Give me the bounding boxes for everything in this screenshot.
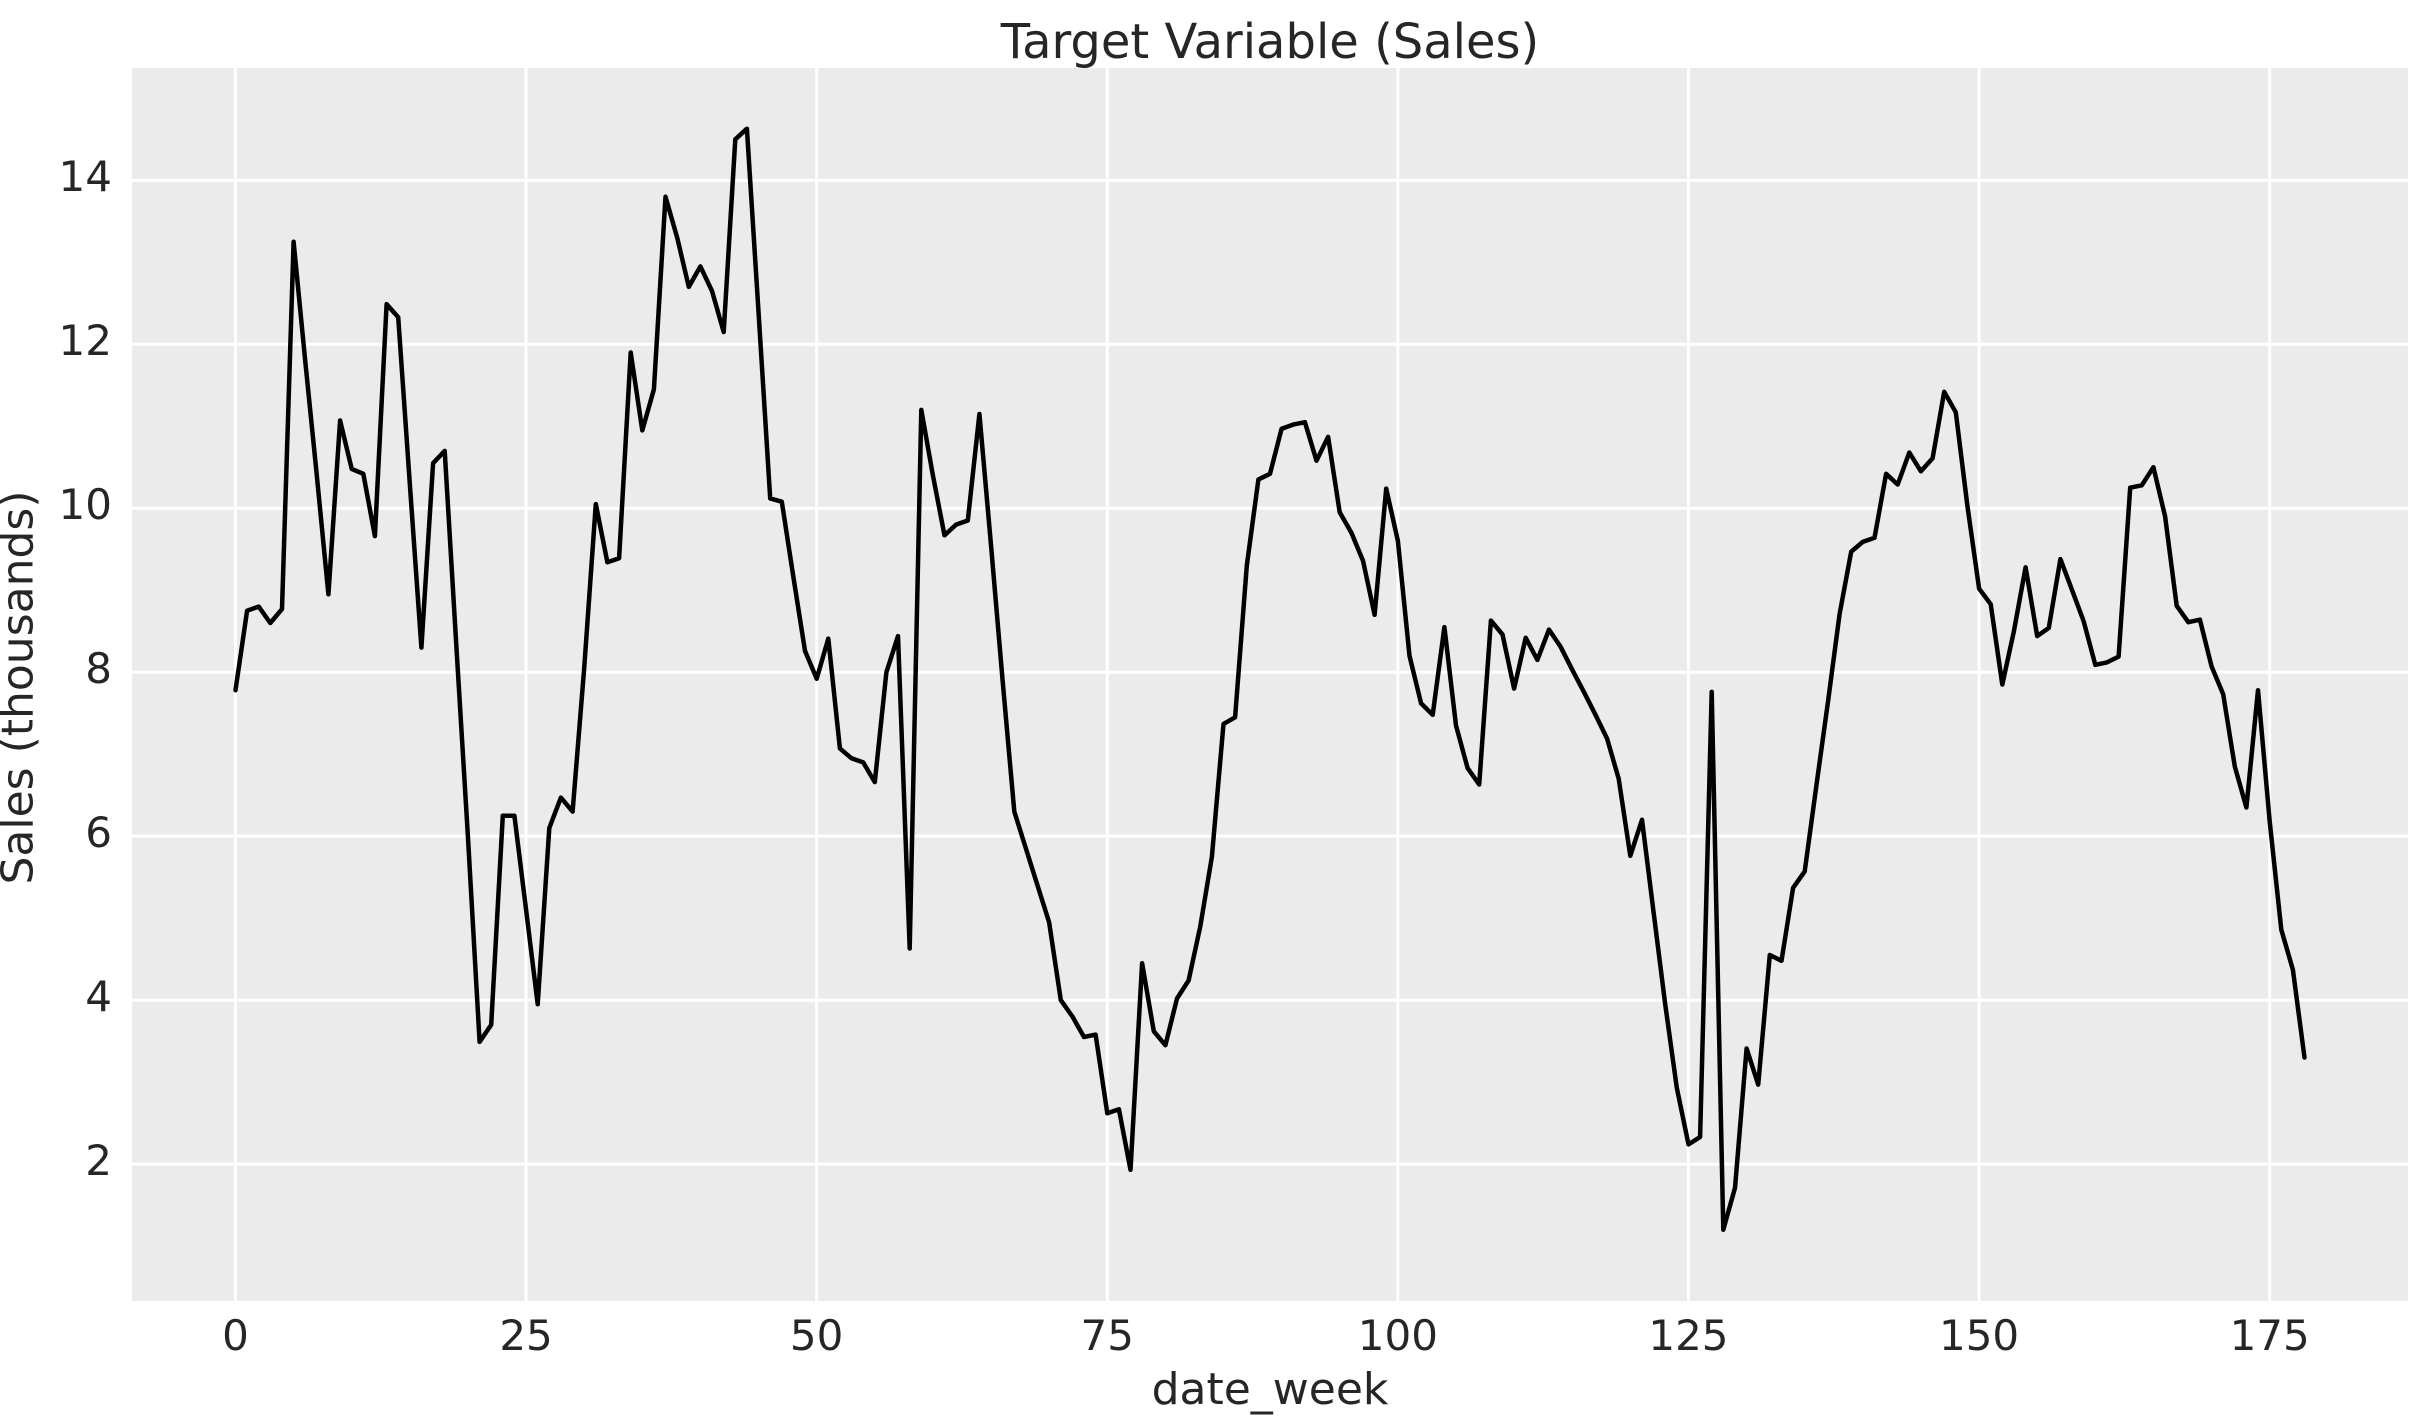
x-tick-label: 150 (1938, 1311, 2020, 1360)
y-tick-label: 4 (85, 972, 112, 1022)
x-tick-label: 125 (1648, 1311, 1729, 1360)
y-tick-label: 12 (58, 316, 112, 366)
y-tick-label: 2 (85, 1136, 112, 1186)
x-tick-label: 100 (1357, 1311, 1438, 1360)
y-tick-label: 14 (58, 152, 112, 202)
x-tick-label: 175 (2229, 1311, 2310, 1360)
y-tick-label: 8 (85, 644, 112, 694)
sales-line (233, 126, 2307, 1232)
y-tick-label: 10 (58, 480, 112, 530)
x-tick-label: 25 (499, 1311, 553, 1360)
x-tick-label: 75 (1080, 1311, 1134, 1360)
chart-title: Target Variable (Sales) (1000, 14, 1540, 70)
plot-area (132, 68, 2408, 1301)
y-tick-label: 6 (85, 808, 112, 858)
x-tick-label: 0 (222, 1311, 249, 1360)
x-axis-label: date_week (1151, 1364, 1389, 1415)
x-tick-label: 50 (789, 1311, 844, 1360)
